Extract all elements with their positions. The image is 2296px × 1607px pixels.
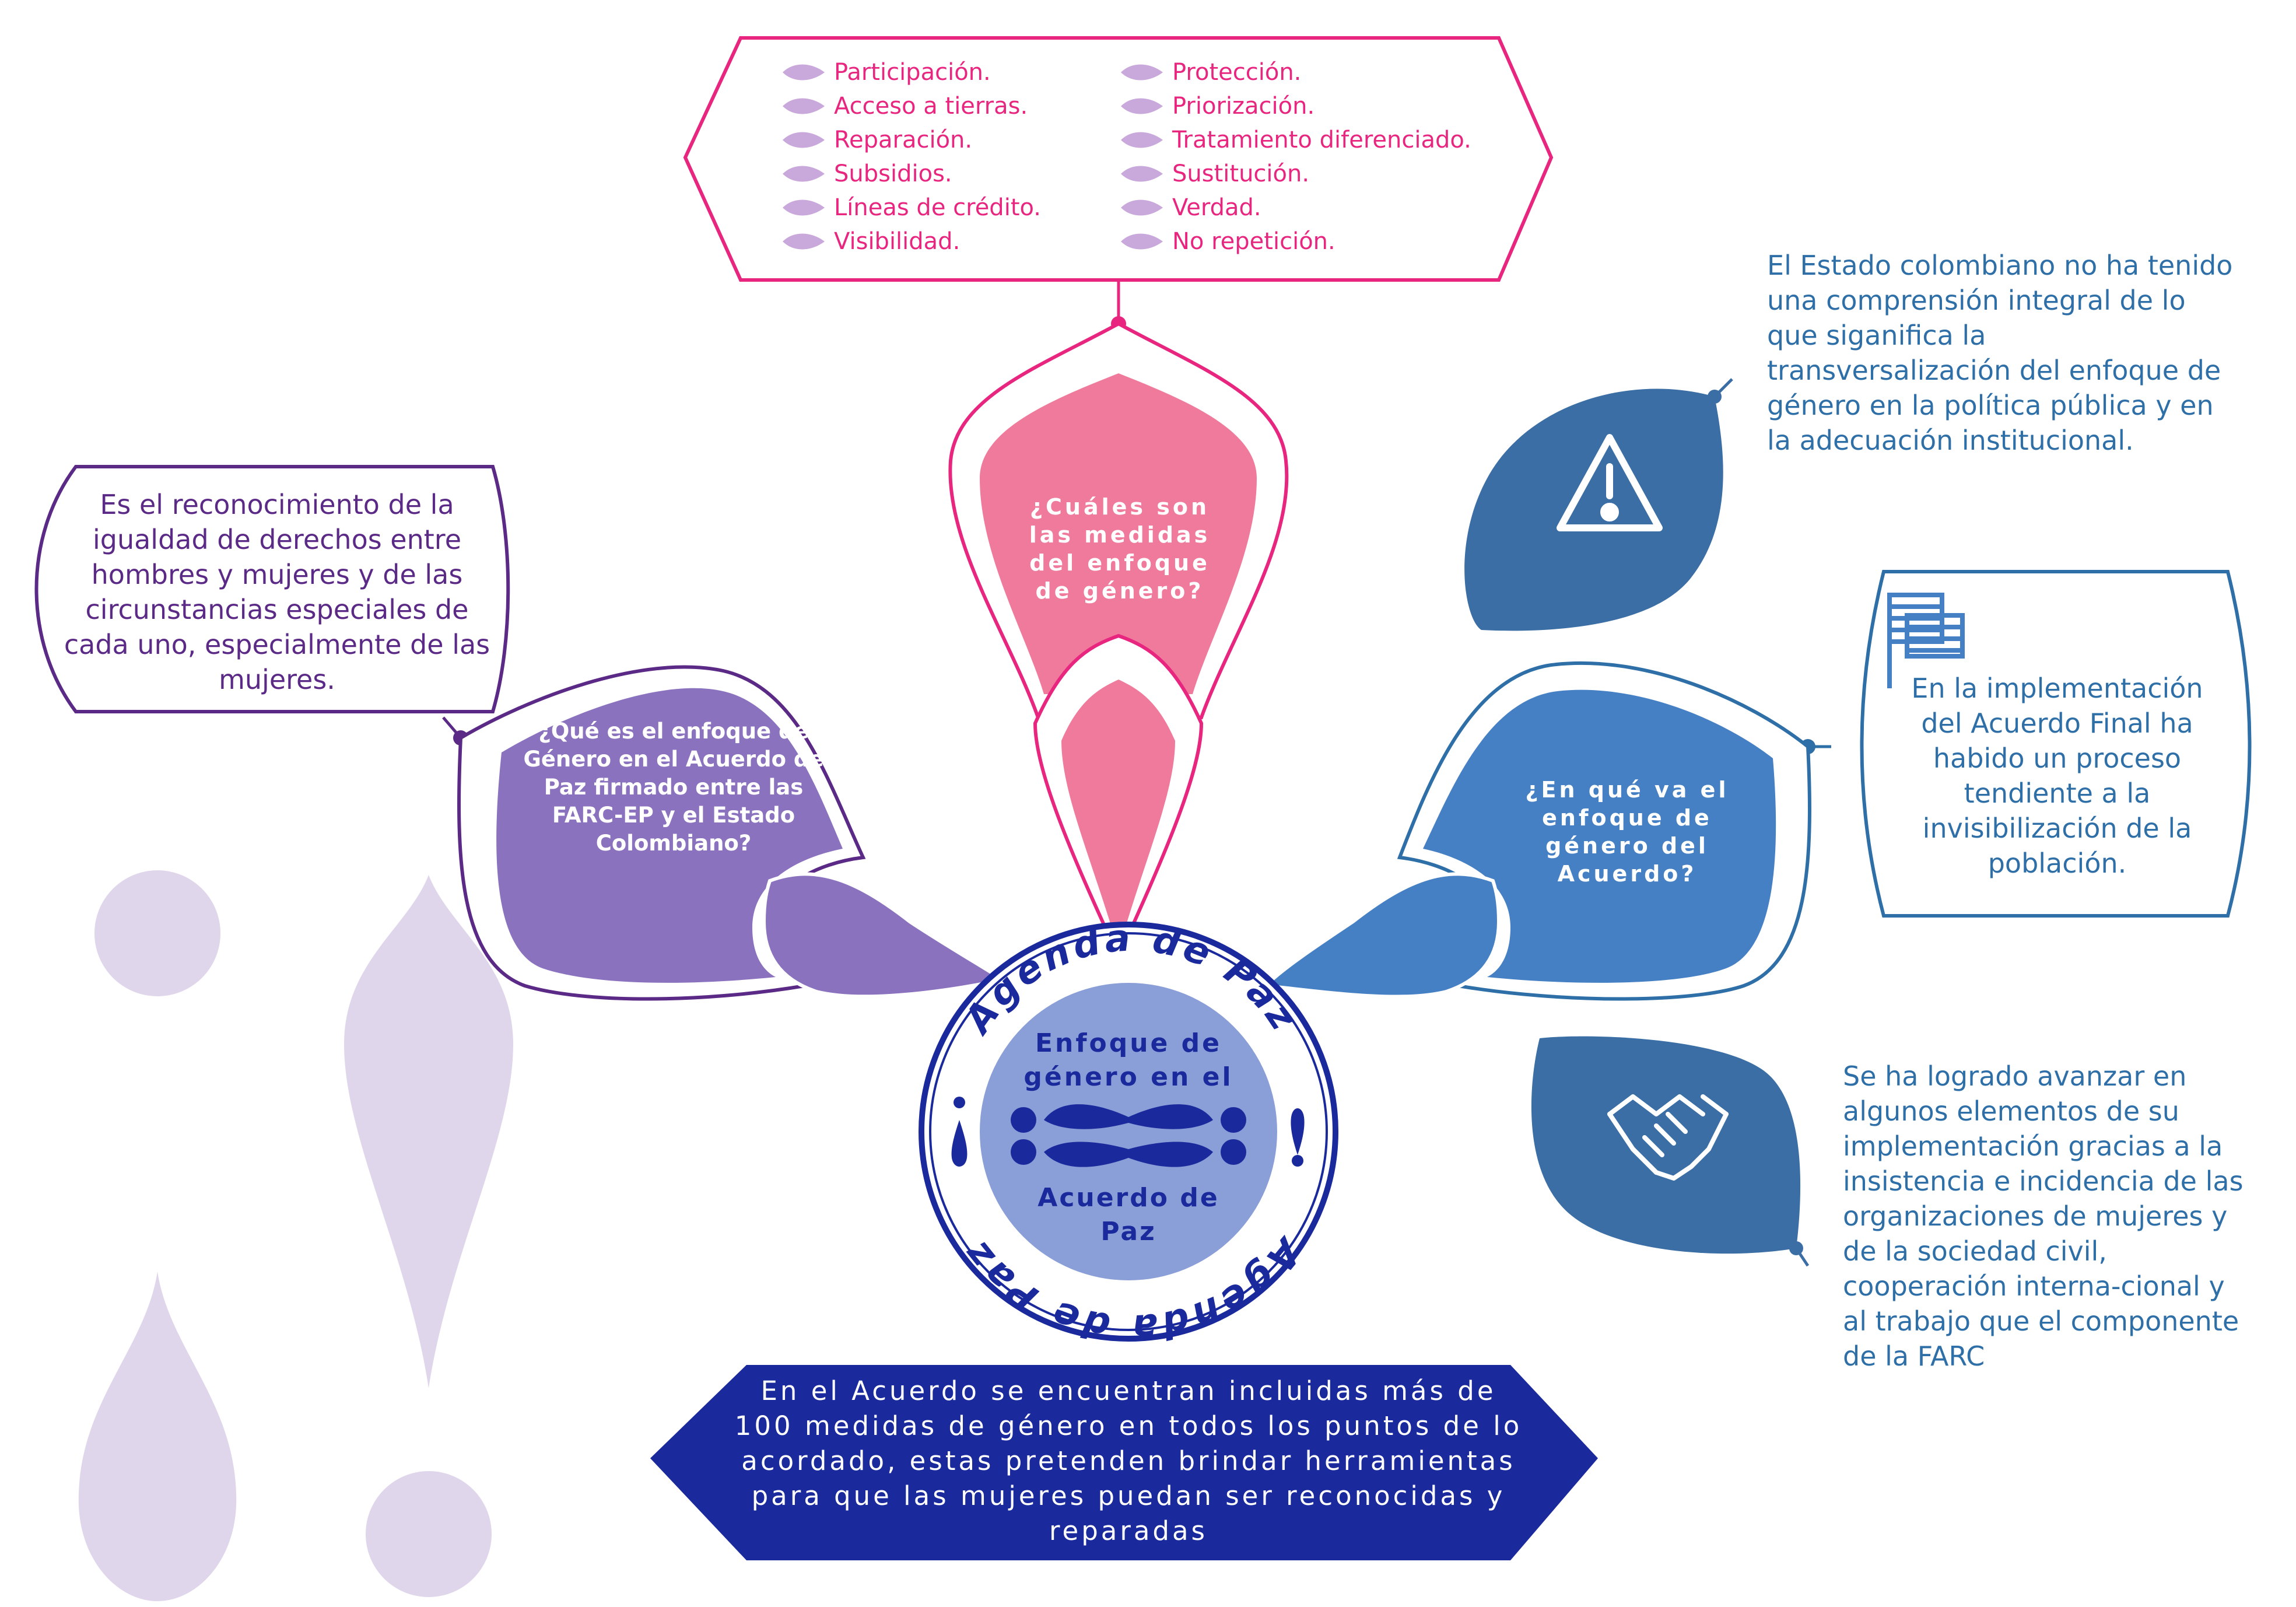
definition-text: Es el reconocimiento de la igualdad de d… xyxy=(64,489,490,695)
leaf-bullet-icon xyxy=(783,132,825,148)
leaf-bullet-icon xyxy=(783,64,825,80)
measure-item: Verdad. xyxy=(1120,191,1471,225)
blue-petal xyxy=(1423,689,1776,983)
measure-item: Tratamiento diferenciado. xyxy=(1120,123,1471,157)
measure-item: Reparación. xyxy=(781,123,1041,157)
leaf-bullet-icon xyxy=(1121,132,1163,148)
center-emblem xyxy=(1011,1104,1246,1167)
what-question: ¿Qué es el enfoque de Género en el Acuer… xyxy=(523,719,824,856)
leaf-bullet-icon xyxy=(1121,199,1163,216)
measure-item: Subsidios. xyxy=(781,157,1041,191)
progress-question: ¿En qué va el enfoque de género del Acue… xyxy=(1525,777,1729,887)
leaf-bullet-icon xyxy=(783,199,825,216)
warning-connector-dot xyxy=(1708,390,1722,404)
measures-question: ¿Cuáles son las medidas del enfoque de g… xyxy=(1029,494,1211,604)
decor-drop-left xyxy=(78,1272,237,1601)
handshake-connector-dot xyxy=(1789,1241,1803,1255)
measure-item: No repetición. xyxy=(1120,225,1471,258)
center-title-bottom: Acuerdo de Paz xyxy=(1037,1183,1219,1247)
leaf-bullet-icon xyxy=(783,166,825,182)
leaf-bullet-icon xyxy=(783,98,825,114)
handshake-icon xyxy=(1607,1094,1729,1181)
center-disc xyxy=(980,983,1277,1280)
measure-item: Líneas de crédito. xyxy=(781,191,1041,225)
leaf-bullet-icon xyxy=(1121,233,1163,250)
decorative-marks xyxy=(78,870,513,1601)
invisibility-text: En la implementación del Acuerdo Final h… xyxy=(1911,673,2203,879)
measures-list-left: Participación. Acceso a tierras. Reparac… xyxy=(781,55,1041,258)
measures-list-right: Protección. Priorización. Tratamiento di… xyxy=(1120,55,1471,258)
handshake-leaf xyxy=(1531,1036,1801,1254)
leaf-bullet-icon xyxy=(1121,64,1163,80)
warning-leaf xyxy=(1464,388,1723,631)
measure-item: Sustitución. xyxy=(1120,157,1471,191)
blue-stem xyxy=(1261,872,1501,999)
measure-item: Priorización. xyxy=(1120,89,1471,123)
pink-stem xyxy=(1061,680,1175,951)
measures-box xyxy=(683,36,1554,282)
measure-item: Participación. xyxy=(781,55,1041,89)
purple-petal xyxy=(496,688,843,983)
center-ring-inner xyxy=(929,932,1328,1331)
definition-box xyxy=(34,465,510,713)
summary-box xyxy=(650,1365,1598,1560)
ring-marks xyxy=(951,1097,1305,1167)
measure-item: Acceso a tierras. xyxy=(781,89,1041,123)
measure-item: Protección. xyxy=(1120,55,1471,89)
leaf-bullet-icon xyxy=(1121,98,1163,114)
summary-text: En el Acuerdo se encuentran incluidas má… xyxy=(734,1375,1523,1546)
decor-drop-right xyxy=(344,875,513,1388)
leaf-bullet-icon xyxy=(783,233,825,250)
flag-icon xyxy=(1887,593,1965,688)
decor-dot-left xyxy=(94,870,220,996)
warning-triangle-icon xyxy=(1557,434,1663,531)
measure-item: Visibilidad. xyxy=(781,225,1041,258)
center-title-top: Enfoque de género en el xyxy=(1023,1028,1233,1092)
purple-stem xyxy=(762,872,1008,999)
leaf-bullet-icon xyxy=(1121,166,1163,182)
pink-petal xyxy=(980,373,1257,694)
advance-text: Se ha logrado avanzar en algunos element… xyxy=(1843,1060,2244,1372)
decor-dot-right xyxy=(366,1471,492,1597)
warning-text: El Estado colombiano no ha tenido una co… xyxy=(1767,250,2233,456)
